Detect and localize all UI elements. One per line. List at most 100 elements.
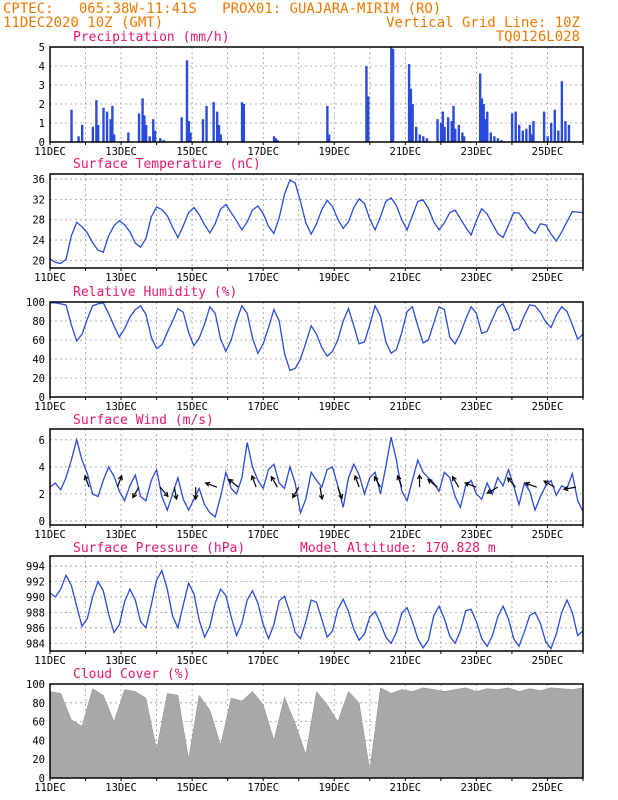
precip-bar: [109, 119, 112, 142]
humidity-panel: 0 20 40 60 80 100 11DEC 13DEC 15DEC 17DEC 19DEC 21D…: [26, 297, 584, 413]
temp-x-tick-label: 19DEC: [318, 272, 350, 284]
temp-x-tick-label: 11DEC: [34, 272, 66, 284]
precip-bar: [152, 119, 155, 142]
precip-bar: [542, 111, 546, 142]
wind-y-tick-label: 2: [39, 489, 45, 501]
pressure-x-tick-label: 13DEC: [105, 655, 137, 667]
wind-arrow-head: [250, 474, 256, 481]
precip-bar: [153, 130, 157, 142]
cloud-y-tick-label: 80: [32, 698, 45, 710]
wind-arrow-head: [83, 474, 89, 481]
precip-x-tick-label: 25DEC: [532, 146, 564, 158]
precip-bar: [441, 111, 445, 142]
precip-x-tick-label: 13DEC: [105, 146, 137, 158]
header-grid-note: Vertical Grid Line: 10Z: [386, 15, 580, 31]
precip-bar: [518, 124, 521, 142]
precip-bar: [219, 134, 222, 142]
temp-y-tick-label: 20: [32, 255, 45, 267]
cloud-x-tick-label: 23DEC: [461, 782, 493, 794]
temp-x-tick-label: 17DEC: [247, 272, 279, 284]
precip-bar: [242, 104, 246, 142]
precip-bar: [96, 124, 100, 142]
precip-bar: [528, 124, 532, 142]
cloud-y-tick-label: 40: [32, 735, 45, 747]
cloud-frame: [49, 683, 584, 779]
pressure-frame: [49, 555, 584, 652]
precip-bar: [185, 60, 189, 142]
wind-arrow-head: [270, 475, 276, 482]
pressure-y-tick-label: 988: [26, 607, 45, 619]
wind-arrow-shaft: [205, 482, 218, 488]
humidity-x-tick-label: 21DEC: [390, 401, 422, 413]
precip-bar: [532, 121, 535, 142]
precip-bar: [212, 102, 215, 142]
wind-arrow-shaft: [116, 475, 123, 488]
precip-bar: [390, 47, 393, 142]
humidity-series-line: [50, 302, 584, 372]
wind-arrow-head: [524, 481, 531, 487]
precip-bar: [478, 73, 482, 142]
precip-bar: [414, 126, 418, 142]
precip-x-tick-label: 15DEC: [176, 146, 208, 158]
precip-bar: [439, 123, 443, 142]
wind-arrow-shaft: [270, 476, 278, 488]
humidity-y-tick-label: 100: [26, 297, 45, 309]
precip-bar: [112, 134, 116, 142]
cloud-y-tick-label: 60: [32, 717, 45, 729]
wind-arrow-head: [228, 478, 234, 484]
temp-x-tick-label: 15DEC: [176, 272, 208, 284]
wind-arrow-head: [117, 474, 123, 481]
precip-bar: [480, 98, 484, 142]
wind-arrow-shaft: [251, 475, 257, 488]
cloud-x-tick-label: 25DEC: [532, 782, 564, 794]
precip-bar: [450, 121, 453, 142]
wind-arrow-shaft: [173, 487, 178, 500]
precip-x-tick-label: 17DEC: [247, 146, 279, 158]
temp-y-tick-label: 24: [32, 235, 45, 247]
precip-bar: [189, 132, 192, 142]
wind-arrow-shaft: [525, 482, 538, 488]
precip-bar: [217, 124, 221, 142]
precip-bar: [557, 130, 560, 142]
cloud-x-tick-label: 13DEC: [105, 782, 137, 794]
precip-bar: [102, 107, 105, 142]
precip-bar: [567, 124, 571, 142]
humidity-x-tick-label: 11DEC: [34, 401, 66, 413]
precip-y-tick-label: 3: [39, 80, 45, 92]
precip-bar: [159, 138, 162, 142]
pressure-y-tick-label: 990: [26, 592, 45, 604]
precip-bar: [144, 124, 148, 142]
precip-bar: [500, 140, 503, 142]
wind-arrow-shaft: [337, 486, 343, 499]
temp-y-tick-label: 28: [32, 215, 45, 227]
humidity-title: Relative Humidity (%): [73, 285, 237, 300]
wind-y-tick-label: 4: [39, 462, 45, 474]
precip-bar: [525, 128, 528, 142]
precip-y-tick-label: 4: [39, 61, 45, 73]
wind-arrow-shaft: [354, 475, 360, 488]
humidity-x-tick-label: 23DEC: [461, 401, 493, 413]
precip-bar: [461, 132, 464, 142]
wind-x-tick-label: 19DEC: [318, 529, 350, 541]
humidity-x-tick-label: 19DEC: [318, 401, 350, 413]
wind-arrow-shaft: [319, 487, 323, 500]
wind-frame: [49, 428, 584, 526]
precip-bar: [77, 136, 80, 142]
precip-bar: [274, 138, 278, 142]
precip-bar: [409, 88, 413, 142]
header-run-time: 11DEC2020 10Z (GMT): [3, 15, 163, 31]
wind-arrow-shaft: [373, 476, 381, 488]
wind-arrow-head: [416, 473, 423, 480]
precip-bar: [391, 48, 395, 142]
precip-bar: [510, 113, 514, 142]
precip-bar: [111, 105, 114, 142]
precip-bar: [521, 130, 524, 142]
precip-bar: [80, 124, 84, 142]
cloud-x-tick-label: 21DEC: [390, 782, 422, 794]
wind-arrow-shaft: [464, 482, 477, 488]
precip-bar: [137, 113, 141, 142]
precip-bar: [70, 109, 73, 142]
humidity-frame: [49, 301, 584, 398]
humidity-y-tick-label: 60: [32, 335, 45, 347]
